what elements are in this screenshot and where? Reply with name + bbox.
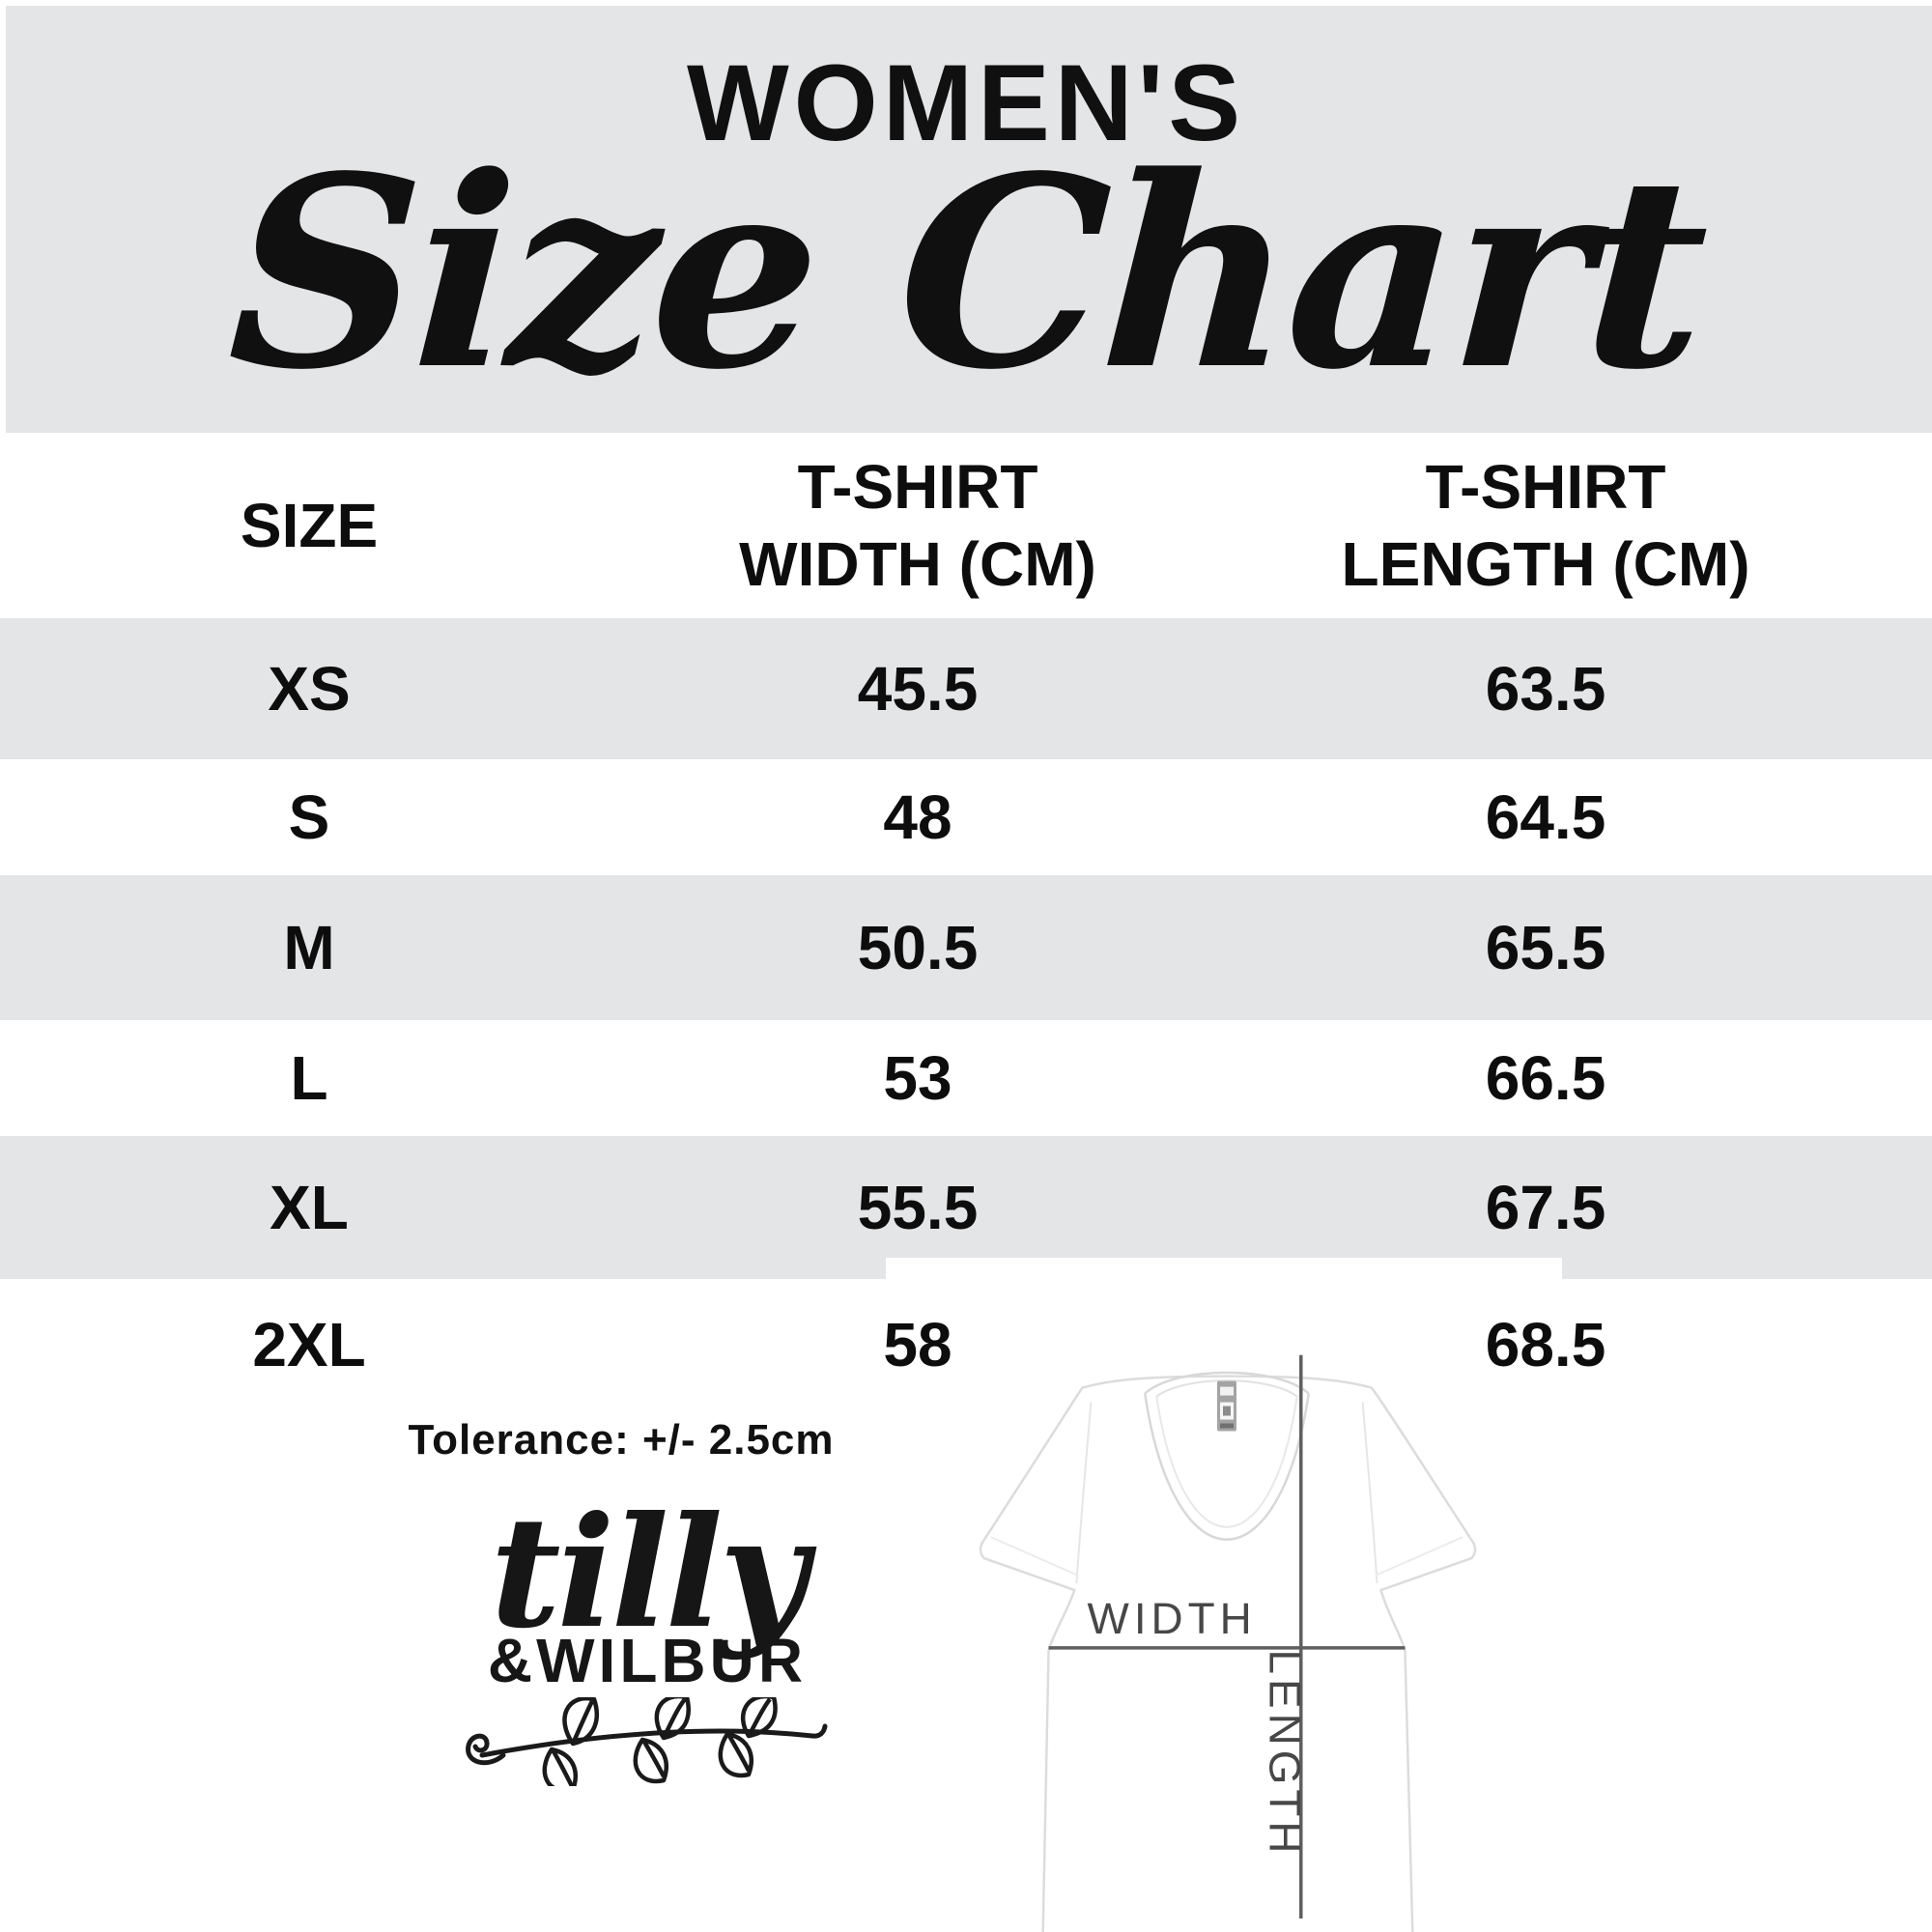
right-armhole-seam: [1361, 1402, 1378, 1584]
cell-width: 53: [883, 1043, 952, 1113]
table-row: L 53 66.5: [0, 1020, 1932, 1136]
cell-length: 68.5: [1485, 1310, 1606, 1379]
cell-width: 50.5: [857, 913, 979, 982]
col-header-size-label: SIZE: [240, 491, 379, 560]
cell-width: 58: [883, 1310, 952, 1379]
table-row: M 50.5 65.5: [0, 875, 1932, 1020]
cell-size: S: [288, 782, 330, 852]
cell-width: 55.5: [857, 1173, 979, 1242]
collar-back-inner: [1155, 1379, 1298, 1398]
col-header-length: T-SHIRT LENGTH (CM): [1217, 448, 1874, 603]
cell-length: 63.5: [1485, 654, 1606, 724]
cell-length: 66.5: [1485, 1043, 1606, 1113]
tolerance-note: Tolerance: +/- 2.5cm: [408, 1416, 835, 1463]
tshirt-measurement-photo: WIDTH LENGTH: [886, 1258, 1562, 1932]
right-sleeve-hem: [1375, 1536, 1463, 1577]
page-title: Size Chart: [222, 120, 1710, 428]
table-row: S 48 64.5: [0, 759, 1932, 875]
cell-length: 64.5: [1485, 782, 1606, 852]
tshirt-graphic: WIDTH LENGTH: [979, 1354, 1477, 1932]
table-row: XS 45.5 63.5: [0, 618, 1932, 759]
row-shade-m: [0, 875, 1932, 1020]
collar-front-rib: [1155, 1395, 1298, 1528]
cell-width: 45.5: [857, 654, 979, 724]
width-label: WIDTH: [1088, 1593, 1257, 1643]
cell-size: L: [290, 1043, 328, 1113]
table-row: 2XL 58 68.5: [0, 1279, 1932, 1410]
cell-length: 67.5: [1485, 1173, 1606, 1242]
cell-size: M: [283, 913, 335, 982]
row-shade-xs: [0, 618, 1932, 759]
cell-size: 2XL: [252, 1310, 366, 1379]
length-label: LENGTH: [1261, 1650, 1311, 1859]
cell-size: XS: [268, 654, 351, 724]
tshirt-body: [979, 1375, 1477, 1932]
col-header-width-line2: WIDTH (CM): [739, 529, 1096, 599]
collar-back-outer: [1144, 1371, 1310, 1395]
col-header-length-line1: T-SHIRT: [1425, 452, 1666, 522]
table-header-row: SIZE T-SHIRT WIDTH (CM) T-SHIRT LENGTH (…: [0, 433, 1932, 618]
leaf-branch-icon: [466, 1697, 828, 1787]
col-header-width: T-SHIRT WIDTH (CM): [618, 448, 1217, 603]
brand-logo-script: tilly: [490, 1484, 809, 1662]
row-shade-xl: [0, 1136, 1932, 1279]
cell-length: 65.5: [1485, 913, 1606, 982]
table-row: XL 55.5 67.5: [0, 1136, 1932, 1279]
collar-front-outer: [1144, 1393, 1310, 1541]
brand-logo: tilly &WILBUR: [406, 1484, 889, 1787]
cell-size: XL: [270, 1173, 349, 1242]
left-sleeve-hem: [990, 1536, 1079, 1577]
brand-logo-caps: &WILBUR: [487, 1626, 808, 1696]
neck-tag-icon: [1217, 1380, 1236, 1432]
col-header-width-line1: T-SHIRT: [797, 452, 1038, 522]
col-header-size: SIZE: [0, 487, 618, 564]
col-header-length-line2: LENGTH (CM): [1341, 529, 1750, 599]
cell-width: 48: [883, 782, 952, 852]
left-armhole-seam: [1075, 1402, 1093, 1584]
title-band: [6, 6, 1932, 433]
gender-kicker: WOMEN'S: [686, 43, 1246, 163]
